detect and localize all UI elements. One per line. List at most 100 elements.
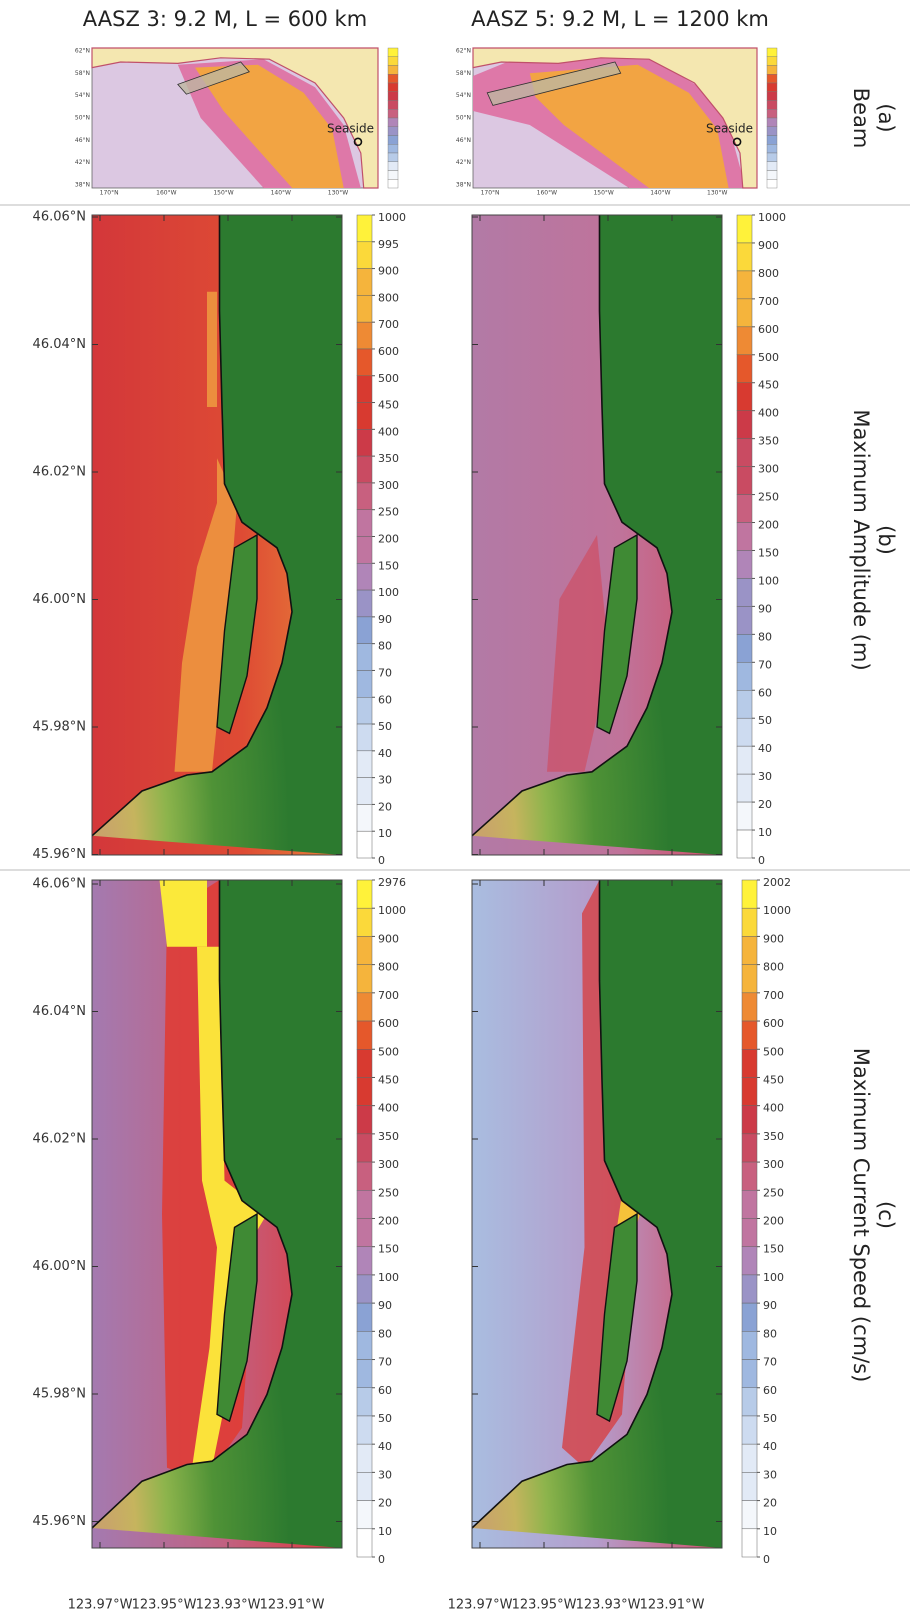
lat-label: 46.02°N (33, 1132, 86, 1147)
colorbar-band (357, 880, 372, 908)
colorbar-label: 995 (378, 238, 399, 251)
overview-colorbar-band (388, 118, 398, 127)
colorbar-band (737, 523, 752, 551)
overview-lon-label: 170°N (481, 190, 500, 197)
overview-lat-label: 62°N (456, 48, 471, 55)
overview-colorbar-band (388, 179, 398, 188)
colorbar-label: 50 (758, 714, 772, 727)
colorbar-band (357, 751, 372, 778)
colorbar-label: 90 (763, 1299, 777, 1312)
colorbar-band (742, 993, 757, 1021)
colorbar-label: 600 (378, 1017, 399, 1030)
colorbar-band (357, 242, 372, 269)
colorbar-label: 900 (763, 932, 784, 945)
colorbar-label: 100 (378, 1271, 399, 1284)
colorbar-label: 10 (758, 826, 772, 839)
colorbar-label: 100 (758, 574, 779, 587)
overview-colorbar-band (767, 118, 777, 127)
lat-label: 46.00°N (33, 592, 86, 607)
lat-label: 45.98°N (33, 1387, 86, 1402)
colorbar-band (742, 936, 757, 964)
colorbar-band (737, 355, 752, 383)
colorbar-label: 10 (378, 827, 392, 840)
overview-colorbar-band (767, 109, 777, 118)
colorbar-band (357, 376, 372, 403)
overview-colorbar-band (388, 109, 398, 118)
lat-label: 46.06°N (33, 210, 86, 225)
colorbar-band (357, 1077, 372, 1105)
overview-lon-label: 130°W (328, 190, 348, 197)
colorbar-band (742, 1190, 757, 1218)
colorbar-band (357, 1388, 372, 1416)
colorbar-band (357, 1360, 372, 1388)
colorbar-label: 0 (378, 854, 385, 867)
colorbar-label: 0 (763, 1553, 770, 1566)
colorbar-label: 1000 (378, 211, 406, 224)
colorbar-label: 250 (378, 1186, 399, 1199)
overview-lat-label: 50°N (75, 115, 90, 122)
colorbar-label: 100 (378, 586, 399, 599)
colorbar-label: 30 (378, 774, 392, 787)
overview-colorbar-band (767, 92, 777, 101)
colorbar-band (357, 697, 372, 724)
colorbar-band (357, 322, 372, 349)
overview-colorbar-band (388, 48, 398, 57)
detail-map (92, 880, 342, 1548)
colorbar-label: 400 (758, 407, 779, 420)
colorbar-label: 800 (758, 267, 779, 280)
overview-colorbar-band (388, 83, 398, 92)
colorbar-band (357, 1275, 372, 1303)
colorbar-band (742, 1219, 757, 1247)
colorbar-band (737, 299, 752, 327)
colorbar-band (357, 269, 372, 296)
colorbar-band (742, 1275, 757, 1303)
colorbar-band (742, 908, 757, 936)
colorbar-label: 100 (763, 1271, 784, 1284)
row-name: Maximum Current Speed (cm/s) (849, 1048, 873, 1383)
colorbar-label: 90 (378, 1299, 392, 1312)
colorbar-label: 20 (758, 798, 772, 811)
colorbar-band (737, 690, 752, 718)
colorbar-label: 400 (378, 1102, 399, 1115)
colorbar-label: 30 (758, 770, 772, 783)
colorbar-band (737, 746, 752, 774)
colorbar-band (357, 590, 372, 617)
colorbar-label: 60 (378, 1384, 392, 1397)
overview-colorbar-band (767, 136, 777, 145)
colorbar-label: 60 (378, 693, 392, 706)
colorbar-band (357, 215, 372, 242)
colorbar-band (357, 1444, 372, 1472)
overview-colorbar-band (767, 57, 777, 66)
colorbar-label: 300 (378, 1158, 399, 1171)
colorbar-label: 600 (378, 345, 399, 358)
colorbar-band (742, 1501, 757, 1529)
lat-label: 46.00°N (33, 1259, 86, 1274)
overview-lat-label: 38°N (75, 182, 90, 189)
colorbar-band (742, 1049, 757, 1077)
overview-lat-label: 62°N (75, 48, 90, 55)
colorbar-band (742, 1472, 757, 1500)
colorbar-band (742, 1247, 757, 1275)
colorbar-label: 70 (378, 666, 392, 679)
overview-lat-label: 50°N (456, 115, 471, 122)
colorbar-label: 900 (378, 265, 399, 278)
colorbar-label: 1000 (758, 211, 786, 224)
overview-colorbar-band (767, 48, 777, 57)
overview-colorbar-band (767, 179, 777, 188)
lon-label: 123.97°W (448, 1598, 513, 1613)
overview-colorbar-band (388, 162, 398, 171)
overview-colorbar-band (767, 127, 777, 136)
place-label: Seaside (327, 122, 374, 136)
colorbar-label: 50 (378, 1412, 392, 1425)
colorbar-label: 150 (378, 559, 399, 572)
colorbar-label: 450 (758, 379, 779, 392)
colorbar-band (357, 537, 372, 564)
fast-yellow (160, 880, 208, 947)
colorbar-label: 250 (378, 506, 399, 519)
colorbar-label: 200 (378, 533, 399, 546)
overview-lat-label: 46°N (456, 137, 471, 144)
overview-lon-label: 160°W (537, 190, 557, 197)
colorbar-band (737, 830, 752, 858)
colorbar-band (742, 1077, 757, 1105)
row-letter: (b) (874, 525, 898, 555)
